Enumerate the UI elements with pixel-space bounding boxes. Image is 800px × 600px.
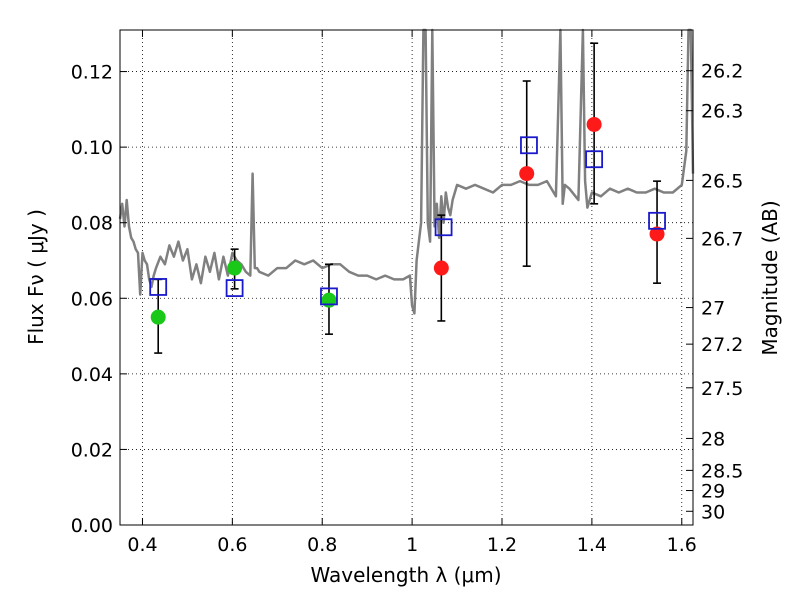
x-tick-label: 0.6 [217, 534, 247, 556]
x-tick-label: 1.6 [667, 534, 697, 556]
synthetic-point [149, 278, 168, 296]
mag-tick-label: 26.3 [701, 101, 743, 123]
x-tick-label: 0.4 [127, 534, 157, 556]
y-tick-label: 0.08 [71, 213, 113, 235]
mag-tick-label: 27.2 [701, 334, 743, 356]
y-tick-label: 0.02 [71, 439, 113, 461]
x-tick-label: 0.8 [307, 534, 337, 556]
grid [120, 30, 693, 526]
synthetic-point [320, 287, 338, 306]
observed-points [150, 116, 665, 325]
observed-point [150, 309, 166, 325]
synthetic-point [434, 218, 453, 237]
x-tick-label: 1.4 [577, 534, 607, 556]
error-bars [154, 42, 662, 354]
y-axis-label: Flux Fν ( μJy ) [24, 209, 48, 345]
y-tick-label: 0.00 [71, 515, 113, 537]
x-tick-label: 1 [406, 534, 418, 556]
mag-tick-label: 26.5 [701, 170, 743, 192]
y-tick-label: 0.12 [71, 62, 113, 84]
model-sed-line [118, 28, 695, 315]
plot-frame [119, 29, 694, 526]
mag-tick-label: 26.2 [701, 61, 743, 83]
observed-point [519, 166, 535, 182]
mag-tick-label: 28.5 [701, 460, 743, 482]
mag-tick-label: 27 [701, 298, 725, 320]
observed-point [586, 116, 602, 132]
observed-point [321, 292, 337, 308]
synthetic-point [225, 279, 244, 297]
synthetic-points [149, 136, 666, 306]
observed-point [227, 260, 243, 276]
y2-axis-label: Magnitude (AB) [758, 200, 782, 355]
mag-tick-label: 27.5 [701, 378, 743, 400]
y-tick-label: 0.04 [71, 364, 113, 386]
mag-tick-label: 30 [701, 501, 725, 523]
model-sed-series [118, 28, 695, 315]
observed-point [433, 260, 449, 276]
observed-point [649, 226, 665, 242]
mag-tick-label: 26.7 [701, 228, 743, 250]
axis-ticks: 0.4 0.6 0.8 1 1.2 1.4 1.6 0.00 0.02 0.04 0.06 0.08 0… [71, 30, 743, 556]
synthetic-point [520, 136, 538, 155]
y-tick-label: 0.06 [71, 288, 113, 310]
synthetic-point [648, 211, 666, 230]
x-axis-label: Wavelength λ (μm) [310, 563, 501, 587]
x-tick-label: 1.2 [487, 534, 517, 556]
mag-tick-label: 28 [701, 428, 725, 450]
y-tick-label: 0.10 [71, 137, 113, 159]
synthetic-point [585, 150, 604, 169]
mag-tick-label: 29 [701, 481, 725, 503]
